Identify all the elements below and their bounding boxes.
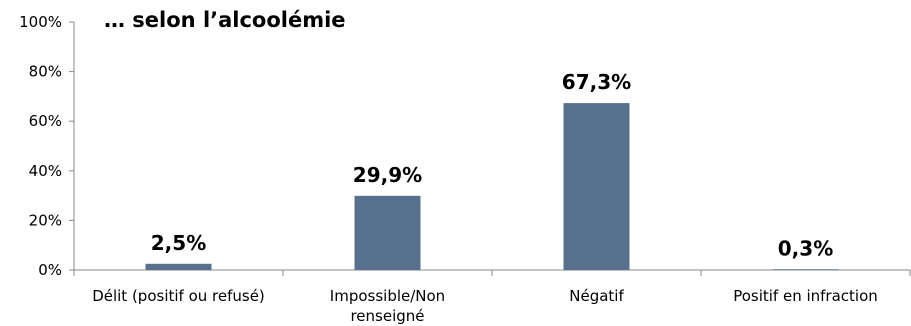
x-tick-label: Impossible/Non — [330, 287, 445, 305]
x-axis-labels: Délit (positif ou refusé) Impossible/Non r… — [92, 287, 878, 325]
bar — [563, 103, 630, 270]
x-tick-label: Délit (positif ou refusé) — [92, 287, 265, 305]
x-axis-ticks — [73, 270, 911, 276]
y-tick-label: 40% — [29, 162, 62, 180]
y-tick-label: 60% — [29, 112, 62, 130]
x-tick-label: Négatif — [569, 287, 624, 305]
bars — [145, 103, 839, 270]
x-tick-label: renseigné — [350, 307, 424, 325]
data-label: 0,3% — [778, 236, 833, 260]
bar — [772, 269, 839, 270]
y-tick-label: 80% — [29, 63, 62, 81]
y-tick-label: 0% — [38, 261, 62, 279]
x-tick-label: Positif en infraction — [733, 287, 878, 305]
bar — [354, 195, 421, 270]
data-labels: 2,5% 29,9% 67,3% 0,3% — [151, 70, 833, 260]
data-label: 67,3% — [562, 70, 631, 94]
data-label: 2,5% — [151, 231, 206, 255]
y-axis-ticks: 0% 20% 40% 60% 80% 100% — [19, 13, 74, 279]
data-label: 29,9% — [353, 163, 422, 187]
chart-title: … selon l’alcoolémie — [104, 8, 346, 32]
y-tick-label: 100% — [19, 13, 62, 31]
bar — [145, 263, 212, 270]
y-tick-label: 20% — [29, 211, 62, 229]
